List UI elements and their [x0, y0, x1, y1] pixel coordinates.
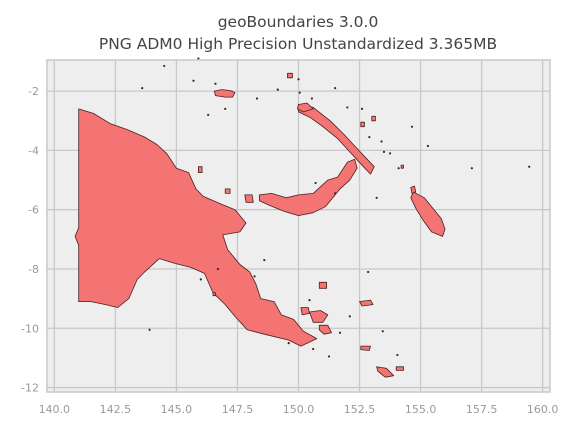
- region-new-britain: [259, 158, 358, 216]
- region-normanby: [318, 324, 332, 335]
- region-umboi: [244, 194, 254, 203]
- y-tick-label: -12: [21, 382, 39, 395]
- region-yule: [212, 292, 216, 297]
- region-new-ireland: [298, 104, 375, 175]
- region-long-island: [224, 188, 231, 194]
- islet-point: [297, 78, 300, 81]
- islet-point: [388, 152, 392, 155]
- region-woodlark: [359, 299, 374, 307]
- region-new-guinea-east: [74, 108, 318, 347]
- islet-point: [375, 196, 378, 199]
- islet-point: [214, 82, 217, 85]
- islet-point: [338, 331, 342, 334]
- islet-point: [310, 97, 314, 100]
- x-tick-label: 150.0: [283, 403, 315, 416]
- islet-point: [148, 328, 151, 331]
- x-tick-label: 140.0: [39, 403, 71, 416]
- islet-point: [199, 278, 202, 281]
- y-tick-label: -2: [28, 85, 39, 98]
- region-rossel: [395, 366, 404, 371]
- map-regions: [74, 72, 446, 378]
- islet-point: [334, 192, 337, 195]
- region-karkar: [198, 166, 203, 173]
- region-tabar: [371, 115, 376, 122]
- islet-point: [253, 275, 256, 278]
- x-tick-label: 147.5: [222, 403, 254, 416]
- map-points: [141, 57, 531, 358]
- x-tick-label: 142.5: [100, 403, 132, 416]
- islet-point: [368, 135, 371, 139]
- islet-point: [410, 125, 414, 128]
- islet-point: [528, 165, 531, 168]
- islet-point: [470, 167, 473, 170]
- region-fergusson: [309, 310, 329, 323]
- islet-point: [426, 144, 430, 148]
- y-tick-label: -8: [28, 263, 39, 276]
- islet-point: [396, 353, 399, 357]
- y-axis-ticks: -2 -4 -6 -8 -10 -12: [21, 85, 39, 394]
- islet-point: [381, 330, 384, 333]
- region-nissan: [400, 164, 404, 169]
- islet-point: [382, 150, 386, 153]
- islet-point: [348, 315, 351, 318]
- plot-frame: [46, 59, 551, 393]
- islet-point: [360, 107, 364, 111]
- y-tick-label: -10: [21, 322, 39, 335]
- islet-point: [276, 88, 279, 91]
- islet-point: [163, 64, 166, 68]
- region-mussau: [287, 72, 293, 79]
- islet-point: [255, 97, 259, 100]
- x-tick-label: 155.0: [405, 403, 437, 416]
- y-tick-label: -4: [28, 144, 39, 157]
- region-new-hanover: [296, 102, 314, 113]
- x-tick-label: 160.0: [527, 403, 559, 416]
- islet-point: [287, 341, 290, 345]
- islet-point: [334, 87, 337, 90]
- islet-point: [380, 140, 383, 143]
- islet-point: [224, 107, 227, 111]
- islet-point: [346, 106, 349, 109]
- x-axis-ticks: 140.0 142.5 145.0 147.5 150.0 152.5 155.0 157.5…: [39, 403, 559, 416]
- region-misima: [360, 345, 371, 351]
- region-sudest: [376, 366, 395, 378]
- islet-point: [308, 299, 311, 302]
- islet-point: [192, 79, 195, 82]
- region-buka: [410, 185, 417, 194]
- chart-title-line2: PNG ADM0 High Precision Unstandardized 3…: [99, 35, 497, 53]
- islet-point: [197, 57, 200, 60]
- islet-point: [397, 167, 400, 170]
- x-tick-label: 152.5: [344, 403, 376, 416]
- region-lihir: [360, 121, 365, 128]
- islet-point: [298, 91, 301, 94]
- y-tick-label: -6: [28, 204, 39, 217]
- region-goodenough: [300, 307, 310, 316]
- islet-point: [327, 355, 331, 358]
- islet-point: [263, 258, 266, 262]
- region-manus: [213, 89, 236, 98]
- chart-title-line1: geoBoundaries 3.0.0: [218, 13, 379, 31]
- islet-point: [314, 181, 317, 185]
- region-bougainville: [410, 191, 446, 237]
- islet-point: [216, 267, 220, 271]
- islet-point: [312, 347, 315, 351]
- islet-point: [366, 270, 370, 274]
- region-trobriand: [318, 281, 327, 289]
- x-tick-label: 145.0: [161, 403, 193, 416]
- islet-point: [207, 113, 210, 116]
- x-tick-label: 157.5: [466, 403, 498, 416]
- islet-point: [141, 87, 144, 90]
